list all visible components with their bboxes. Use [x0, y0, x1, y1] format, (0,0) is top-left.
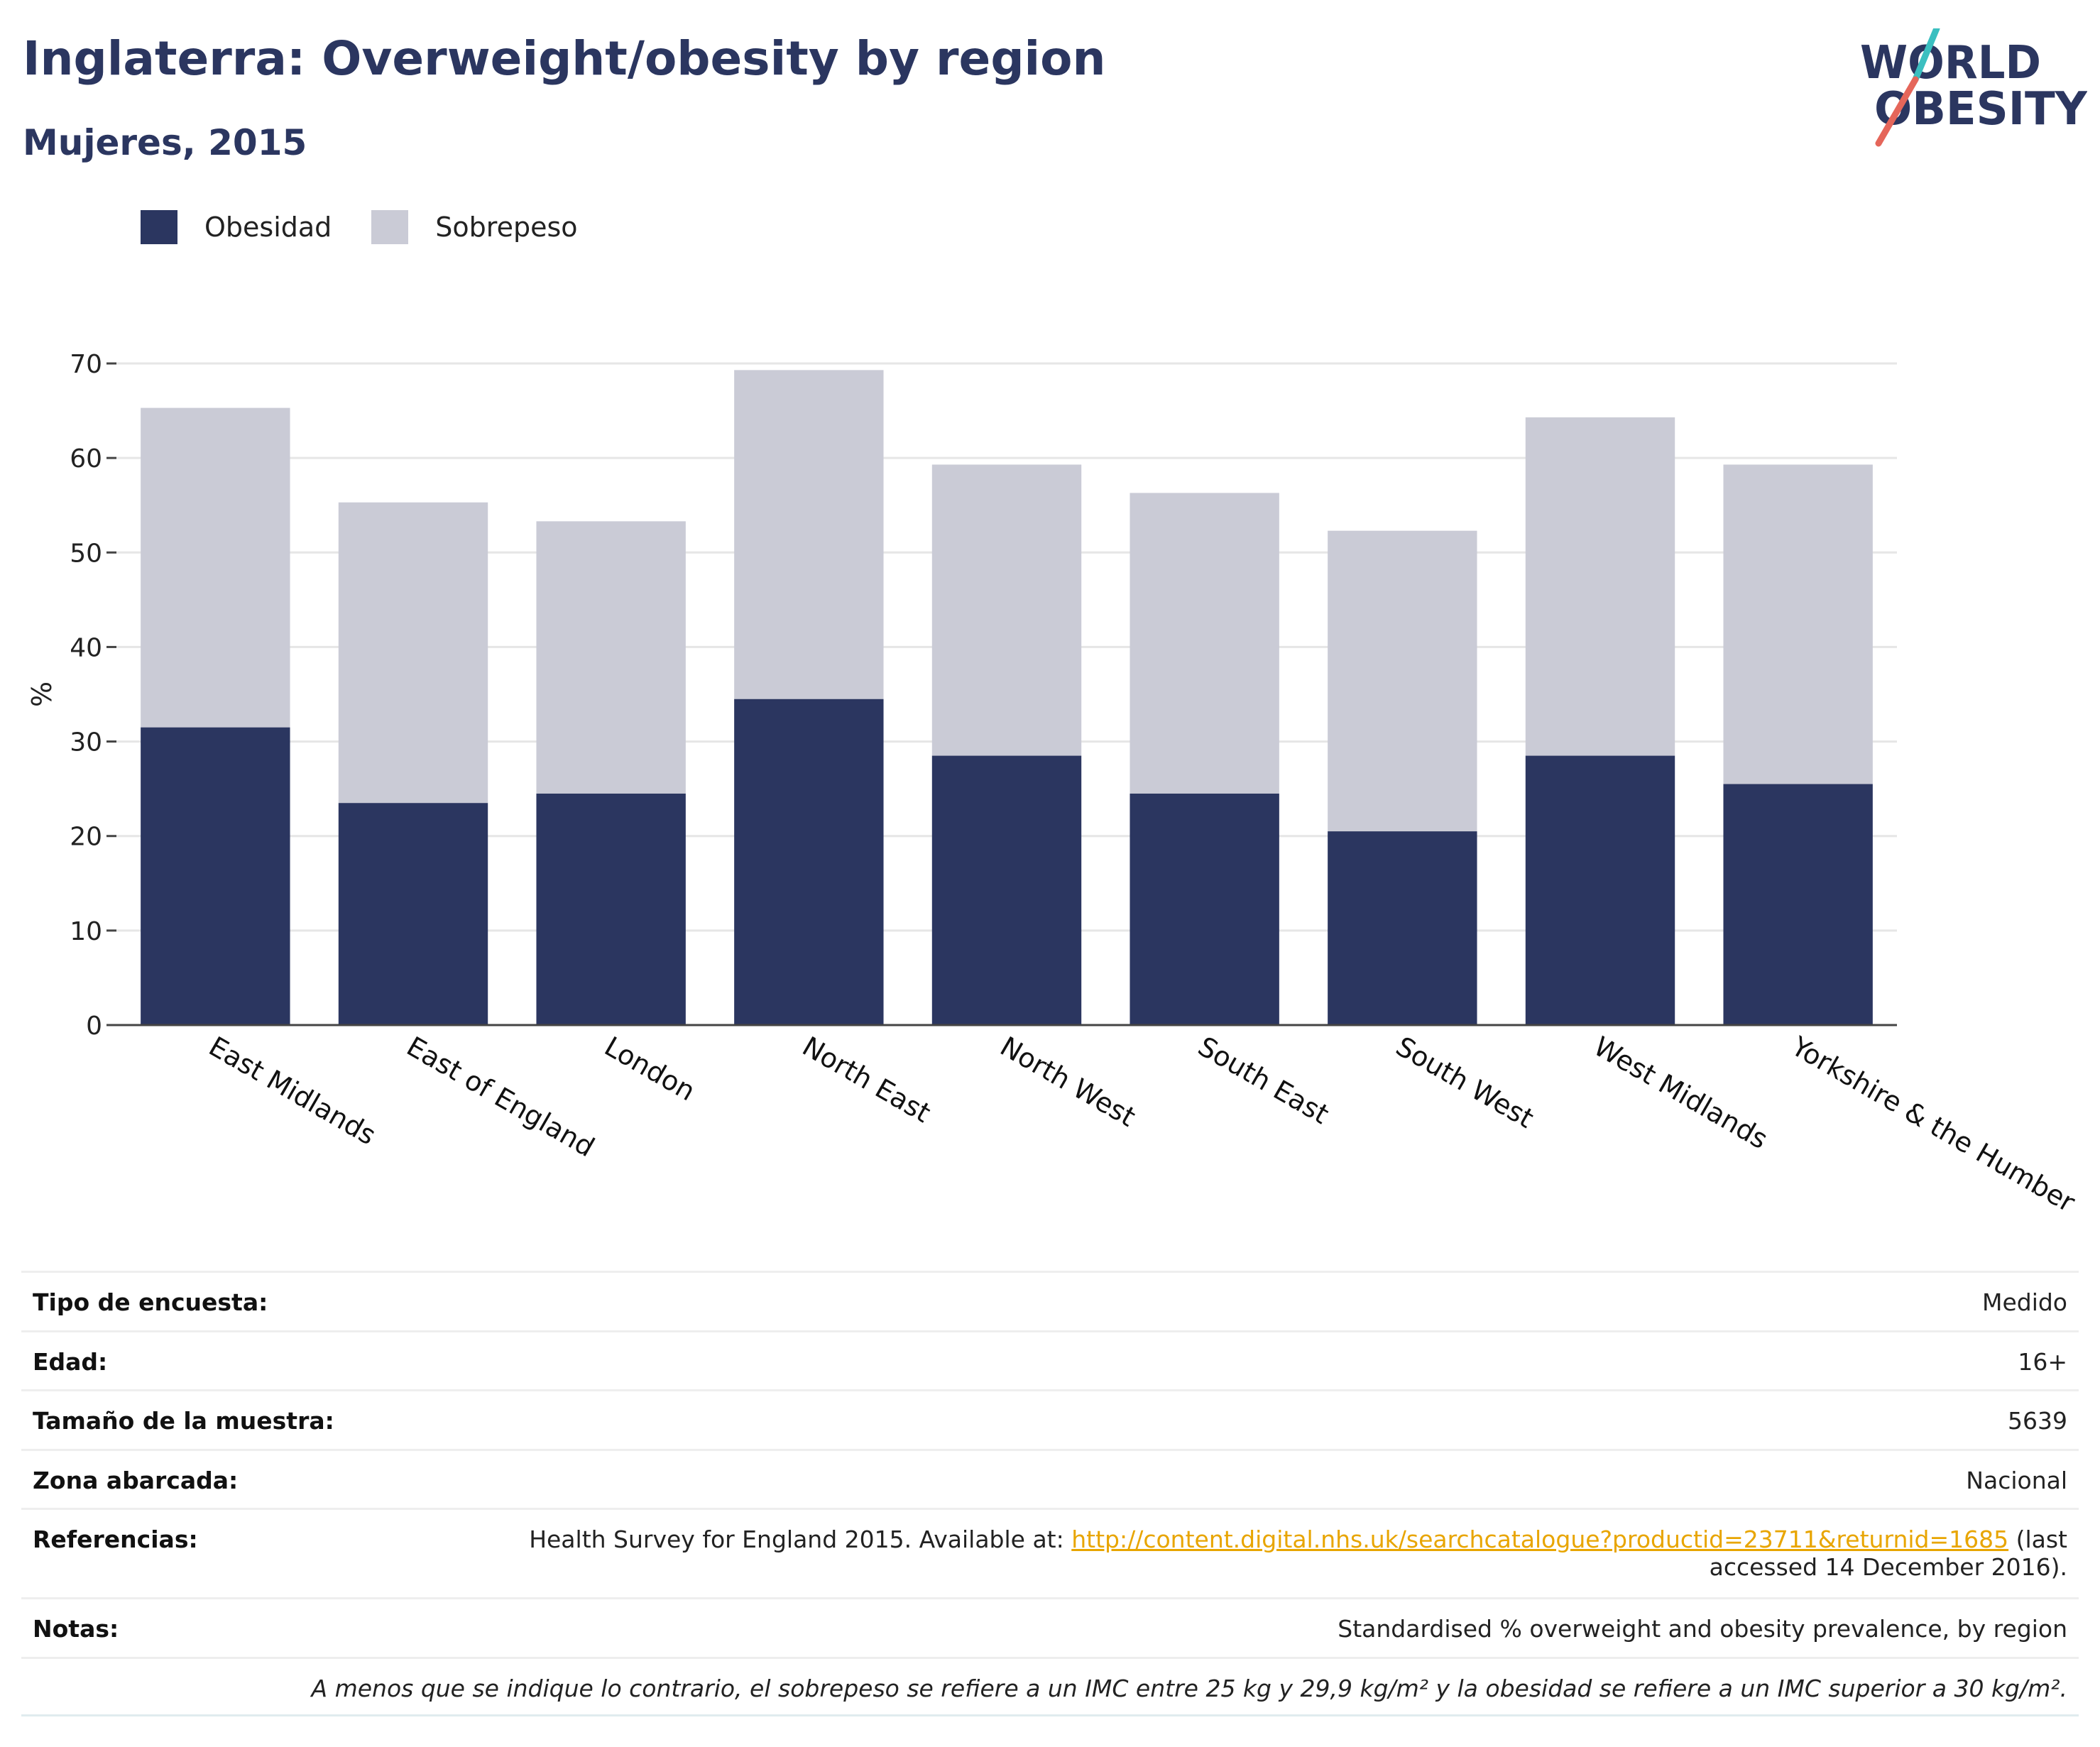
legend-swatch-obesity: [141, 210, 177, 244]
bar-obesity: [734, 699, 884, 1025]
logo-slash-coral-icon: [1875, 76, 1919, 147]
bar-overweight: [1328, 530, 1477, 832]
legend-label-obesity: Obesidad: [204, 212, 332, 243]
y-axis-label: %: [26, 681, 58, 707]
x-tick-label: Yorkshire & the Humber: [1785, 1030, 2080, 1218]
meta-row-survey-type: Tipo de encuesta: Medido: [21, 1271, 2079, 1330]
footnote: A menos que se indique lo contrario, el …: [21, 1657, 2079, 1716]
meta-key-age: Edad:: [33, 1348, 108, 1376]
logo-line-1: WORLD: [1860, 37, 2041, 89]
y-tick-label: 10: [70, 917, 102, 946]
meta-value-survey-type: Medido: [1981, 1288, 2067, 1316]
bar-obesity: [1723, 784, 1873, 1025]
bar-obesity: [1328, 831, 1477, 1025]
chart-subtitle: Mujeres, 2015: [23, 122, 307, 163]
bar-overweight: [734, 370, 884, 699]
bar-overweight: [1525, 417, 1675, 756]
reference-text: Health Survey for England 2015. Availabl…: [529, 1526, 1072, 1553]
metadata-table: Tipo de encuesta: Medido Edad: 16+ Tamañ…: [21, 1271, 2079, 1716]
meta-value-notes: Standardised % overweight and obesity pr…: [1338, 1615, 2067, 1643]
y-tick-label: 0: [86, 1012, 102, 1041]
meta-value-references: Health Survey for England 2015. Availabl…: [529, 1526, 2067, 1597]
stacked-bar-chart: 0 10 20 30 40 50 60 70% East Midlands East of Eng…: [26, 350, 2081, 1218]
reference-link[interactable]: http://content.digital.nhs.uk/searchcata…: [1071, 1526, 2009, 1553]
meta-key-area: Zona abarcada:: [33, 1467, 239, 1494]
reference-accessed: accessed 14 December 2016).: [1709, 1553, 2067, 1581]
meta-value-age: 16+: [2018, 1348, 2067, 1376]
world-obesity-logo: WORLD OBESITY: [1860, 28, 2087, 147]
y-tick-label: 70: [70, 350, 102, 379]
x-tick-label: North West: [995, 1031, 1141, 1133]
bar-overweight: [141, 407, 290, 728]
bar-obesity: [1130, 793, 1279, 1025]
logo-slash-teal-icon: [1912, 28, 1940, 83]
chart-legend: Obesidad Sobrepeso: [141, 210, 618, 244]
legend-item-overweight[interactable]: Sobrepeso: [371, 210, 578, 244]
reference-suffix: (last: [2008, 1526, 2067, 1553]
x-tick-label: West Midlands: [1589, 1031, 1773, 1156]
x-tick-label: East of England: [402, 1031, 600, 1163]
meta-row-sample-size: Tamaño de la muestra: 5639: [21, 1389, 2079, 1449]
meta-value-sample-size: 5639: [2008, 1407, 2067, 1435]
meta-row-age: Edad: 16+: [21, 1330, 2079, 1389]
legend-label-overweight: Sobrepeso: [435, 212, 578, 243]
meta-row-notes: Notas: Standardised % overweight and obe…: [21, 1597, 2079, 1657]
meta-row-area: Zona abarcada: Nacional: [21, 1449, 2079, 1508]
x-tick-label: London: [599, 1031, 701, 1107]
bar-obesity: [141, 727, 290, 1025]
chart-title: Inglaterra: Overweight/obesity by region: [23, 31, 1106, 86]
x-tick-label: North East: [797, 1031, 936, 1129]
bar-overweight: [1723, 464, 1873, 784]
legend-item-obesity[interactable]: Obesidad: [141, 210, 332, 244]
x-tick-label: South West: [1391, 1031, 1539, 1134]
meta-key-references: Referencias:: [33, 1526, 198, 1553]
meta-key-sample-size: Tamaño de la muestra:: [33, 1407, 334, 1435]
bar-obesity: [1525, 755, 1675, 1025]
y-tick-label: 50: [70, 539, 102, 568]
bar-obesity: [338, 803, 488, 1025]
meta-key-survey-type: Tipo de encuesta:: [33, 1288, 268, 1316]
x-tick-label: South East: [1193, 1031, 1334, 1130]
bar-obesity: [536, 793, 686, 1025]
bar-overweight: [338, 502, 488, 804]
meta-key-notes: Notas:: [33, 1615, 119, 1643]
y-tick-label: 20: [70, 823, 102, 852]
bar-overweight: [931, 464, 1082, 756]
legend-swatch-overweight: [371, 210, 409, 244]
x-tick-label: East Midlands: [204, 1031, 381, 1151]
y-tick-label: 30: [70, 728, 102, 757]
meta-value-area: Nacional: [1966, 1467, 2067, 1494]
y-tick-label: 40: [70, 633, 102, 662]
bar-overweight: [536, 521, 686, 794]
meta-row-references: Referencias: Health Survey for England 2…: [21, 1508, 2079, 1597]
bar-overweight: [1130, 493, 1279, 794]
y-tick-label: 60: [70, 444, 102, 473]
bar-obesity: [931, 755, 1082, 1025]
